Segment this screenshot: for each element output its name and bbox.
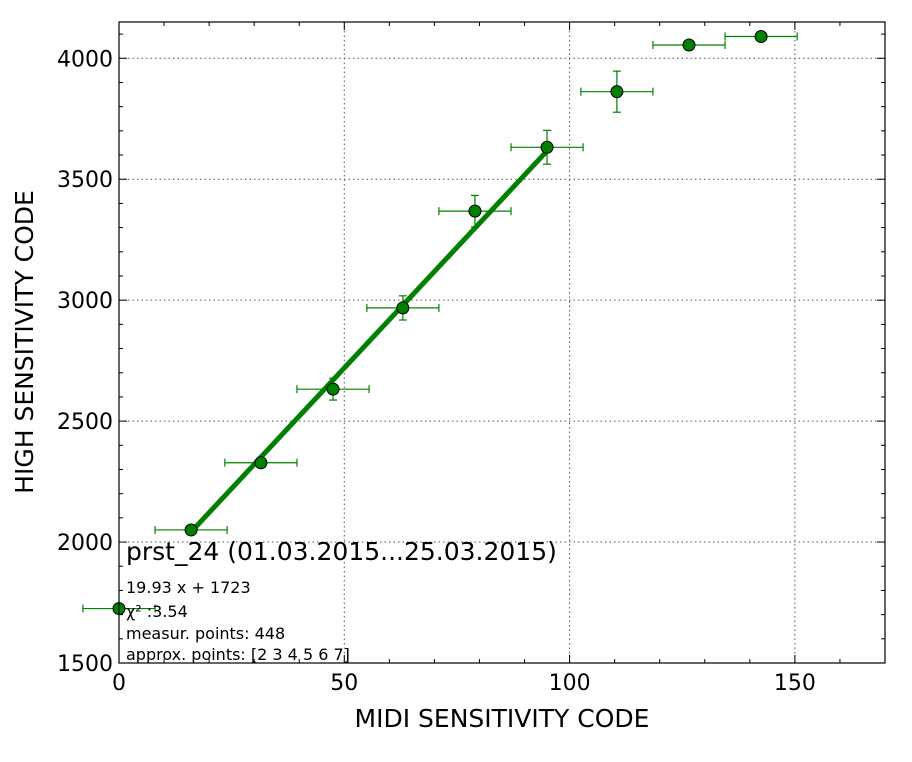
- data-point: [396, 301, 410, 315]
- fit-line: [189, 149, 549, 534]
- x-tick-label: 0: [112, 671, 126, 696]
- x-tick-label: 100: [549, 671, 591, 696]
- grid-lines: [118, 22, 885, 664]
- y-tick-label: 3500: [57, 168, 113, 193]
- x-tick-label: 50: [330, 671, 358, 696]
- major-ticks: [118, 22, 885, 664]
- x-tick-labels: 0 50 100 150: [112, 671, 816, 696]
- data-point: [540, 140, 554, 154]
- fit-equation: 19.93 x + 1723: [126, 578, 251, 597]
- measurement-points: measur. points: 448: [126, 624, 285, 643]
- data-point: [326, 382, 340, 396]
- minor-ticks: [119, 22, 885, 663]
- data-point: [468, 204, 482, 218]
- x-tick-label: 150: [774, 671, 816, 696]
- y-axis-title: HIGH SENSITIVITY CODE: [10, 190, 39, 494]
- y-tick-label: 1500: [57, 652, 113, 677]
- data-point: [184, 523, 198, 537]
- y-tick-label: 2000: [57, 531, 113, 556]
- plot-frame: [118, 21, 886, 664]
- y-tick-label: 2500: [57, 410, 113, 435]
- data-point: [254, 456, 268, 470]
- y-tick-labels: 1500 2000 2500 3000 3500 4000: [57, 47, 113, 677]
- x-axis-title: MIDI SENSITIVITY CODE: [355, 704, 650, 733]
- y-tick-label: 3000: [57, 289, 113, 314]
- data-point: [682, 38, 696, 52]
- data-point: [610, 85, 624, 99]
- annotation-box: prst_24 (01.03.2015...25.03.2015) 19.93 …: [126, 537, 557, 664]
- data-points: [112, 30, 768, 616]
- data-point: [754, 30, 768, 44]
- y-tick-label: 4000: [57, 47, 113, 72]
- annotation-title: prst_24 (01.03.2015...25.03.2015): [126, 537, 557, 566]
- fit-line-layer: [189, 149, 549, 534]
- chi-square: χ² :3.54: [126, 602, 188, 621]
- approx-points: approx. points: [2 3 4 5 6 7]: [126, 645, 350, 664]
